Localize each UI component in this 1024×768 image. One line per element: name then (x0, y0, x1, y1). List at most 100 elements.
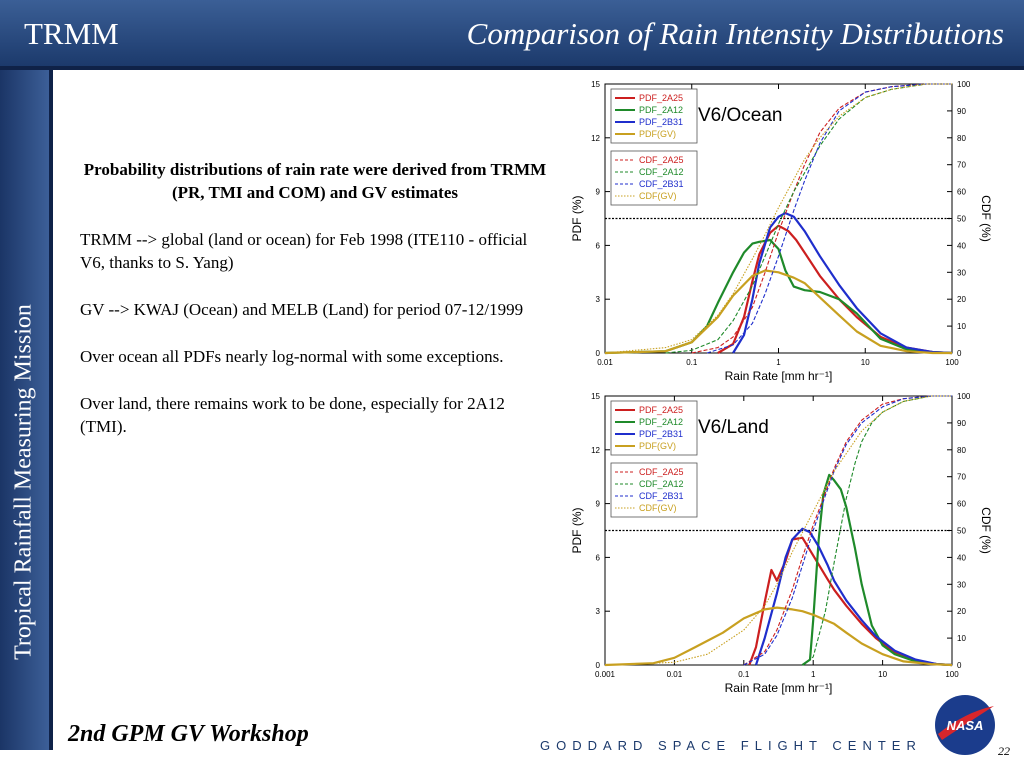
ocean-series-cdf-gv- (604, 83, 952, 354)
ocean-y-axis-label: PDF (%) (570, 196, 584, 242)
paragraph-land: Over land, there remains work to be done… (80, 394, 505, 436)
ocean-y2-tick-label-0: 0 (957, 349, 962, 358)
ocean-x-tick-label-1: 0.1 (686, 358, 698, 367)
nasa-logo-swoosh (938, 706, 994, 740)
land-y2-tick-label-8: 80 (957, 446, 966, 455)
ocean-series-cdf-2a12 (665, 83, 952, 354)
land-legend-label-cdf-3: CDF(GV) (639, 503, 677, 513)
land-x-tick-label-2: 0.1 (738, 670, 750, 679)
header-bar: TRMM Comparison of Rain Intensity Distri… (0, 0, 1024, 70)
ocean-y-tick-label-1: 3 (596, 295, 601, 304)
slide-title: Comparison of Rain Intensity Distributio… (466, 16, 1004, 51)
land-y2-tick-label-10: 100 (957, 392, 971, 401)
ocean-chart-title: V6/Ocean (698, 105, 783, 126)
land-x-tick-label-4: 10 (878, 670, 887, 679)
land-series-pdf-2a12 (801, 473, 953, 667)
lead-paragraph: Probability distributions of rain rate w… (83, 160, 547, 202)
land-x-tick-label-3: 1 (811, 670, 816, 679)
land-y-tick-label-5: 15 (591, 392, 600, 401)
ocean-y2-tick-label-8: 80 (957, 134, 966, 143)
ocean-y-tick-label-3: 9 (596, 188, 601, 197)
land-x-tick-label-1: 0.01 (667, 670, 683, 679)
land-y-tick-label-3: 9 (596, 500, 601, 509)
land-y2-tick-label-0: 0 (957, 661, 962, 670)
ocean-y2-tick-label-1: 10 (957, 322, 966, 331)
ocean-legend-label-cdf-3: CDF(GV) (639, 191, 677, 201)
land-series-pdf-2b31 (754, 527, 953, 667)
land-y2-tick-label-6: 60 (957, 500, 966, 509)
ocean-legend-label-pdf-0: PDF_2A25 (639, 93, 683, 103)
land-legend-label-pdf-3: PDF(GV) (639, 441, 676, 451)
land-x-tick-label-0: 0.001 (595, 670, 616, 679)
land-y2-tick-label-4: 40 (957, 553, 966, 562)
ocean-y2-tick-label-5: 50 (957, 215, 966, 224)
footer-center: GODDARD SPACE FLIGHT CENTER (540, 738, 922, 753)
land-y-tick-label-1: 3 (596, 607, 601, 616)
ocean-legend-label-cdf-2: CDF_2B31 (639, 179, 684, 189)
ocean-y-tick-label-4: 12 (591, 134, 600, 143)
land-y-tick-label-2: 6 (596, 553, 601, 562)
land-legend-label-pdf-0: PDF_2A25 (639, 405, 683, 415)
land-y-tick-label-4: 12 (591, 446, 600, 455)
land-legend-label-cdf-2: CDF_2B31 (639, 491, 684, 501)
body-text: Probability distributions of rain rate w… (80, 158, 550, 462)
ocean-y-tick-label-0: 0 (596, 349, 601, 358)
ocean-y2-tick-label-6: 60 (957, 188, 966, 197)
paragraph-ocean: Over ocean all PDFs nearly log-normal wi… (80, 347, 504, 366)
ocean-series-pdf-2a25 (717, 224, 953, 355)
ocean-series-pdf-gv- (604, 269, 952, 355)
land-y-axis-label: PDF (%) (570, 508, 584, 554)
ocean-legend-label-pdf-3: PDF(GV) (639, 129, 676, 139)
ocean-series-cdf-2a25 (691, 83, 952, 354)
land-legend-label-pdf-2: PDF_2B31 (639, 429, 683, 439)
land-y2-tick-label-2: 20 (957, 607, 966, 616)
chart-ocean: 0.01 0.1 1 10 100036912150102030405060708090… (570, 80, 993, 383)
land-y2-tick-label-1: 10 (957, 634, 966, 643)
ocean-legend-label-pdf-1: PDF_2A12 (639, 105, 683, 115)
land-series-pdf-gv- (604, 606, 953, 667)
ocean-x-tick-label-0: 0.01 (597, 358, 613, 367)
ocean-y-tick-label-5: 15 (591, 80, 600, 89)
land-legend-label-pdf-1: PDF_2A12 (639, 417, 683, 427)
nasa-logo: NASA (935, 695, 995, 755)
land-x-axis-label: Rain Rate [mm hr⁻¹] (725, 681, 833, 695)
page-number: 22 (998, 744, 1010, 758)
land-y2-tick-label-3: 30 (957, 580, 966, 589)
land-chart-title: V6/Land (698, 417, 769, 438)
ocean-x-tick-label-2: 1 (776, 358, 781, 367)
land-y2-tick-label-9: 90 (957, 419, 966, 428)
ocean-legend-label-cdf-1: CDF_2A12 (639, 167, 684, 177)
ocean-x-tick-label-3: 10 (861, 358, 870, 367)
land-series-cdf-gv- (604, 395, 952, 666)
ocean-legend-label-pdf-2: PDF_2B31 (639, 117, 683, 127)
land-series-cdf-2b31 (743, 395, 952, 666)
land-y2-tick-label-5: 50 (957, 527, 966, 536)
land-legend-label-cdf-1: CDF_2A12 (639, 479, 684, 489)
nasa-logo-text: NASA (947, 718, 984, 733)
ocean-y2-tick-label-3: 30 (957, 268, 966, 277)
paragraph-gv: GV --> KWAJ (Ocean) and MELB (Land) for … (80, 300, 524, 319)
sidebar-banner: Tropical Rainfall Measuring Mission (0, 70, 53, 750)
land-legend-label-cdf-0: CDF_2A25 (639, 467, 684, 477)
ocean-series-pdf-2b31 (732, 212, 953, 355)
ocean-y2-tick-label-2: 20 (957, 295, 966, 304)
ocean-series-pdf-2a12 (604, 238, 953, 355)
ocean-y2-tick-label-10: 100 (957, 80, 971, 89)
land-x-tick-label-5: 100 (945, 670, 959, 679)
land-y2-axis-label: CDF (%) (979, 507, 993, 554)
land-series-cdf-2a12 (802, 395, 952, 666)
ocean-y2-tick-label-7: 70 (957, 161, 966, 170)
chart-land: 0.001 0.01 0.1 1 10 1000369121501020304050607… (570, 392, 993, 695)
ocean-y2-tick-label-9: 90 (957, 107, 966, 116)
ocean-x-axis-label: Rain Rate [mm hr⁻¹] (725, 369, 833, 383)
land-y2-tick-label-7: 70 (957, 473, 966, 482)
land-series-pdf-2a25 (748, 536, 953, 667)
ocean-y2-axis-label: CDF (%) (979, 195, 993, 242)
brand-label: TRMM (24, 16, 119, 51)
land-y-tick-label-0: 0 (596, 661, 601, 670)
sidebar-text: Tropical Rainfall Measuring Mission (10, 304, 37, 660)
ocean-x-tick-label-4: 100 (945, 358, 959, 367)
paragraph-trmm: TRMM --> global (land or ocean) for Feb … (80, 230, 528, 272)
ocean-series-cdf-2b31 (706, 83, 952, 354)
ocean-y-tick-label-2: 6 (596, 241, 601, 250)
